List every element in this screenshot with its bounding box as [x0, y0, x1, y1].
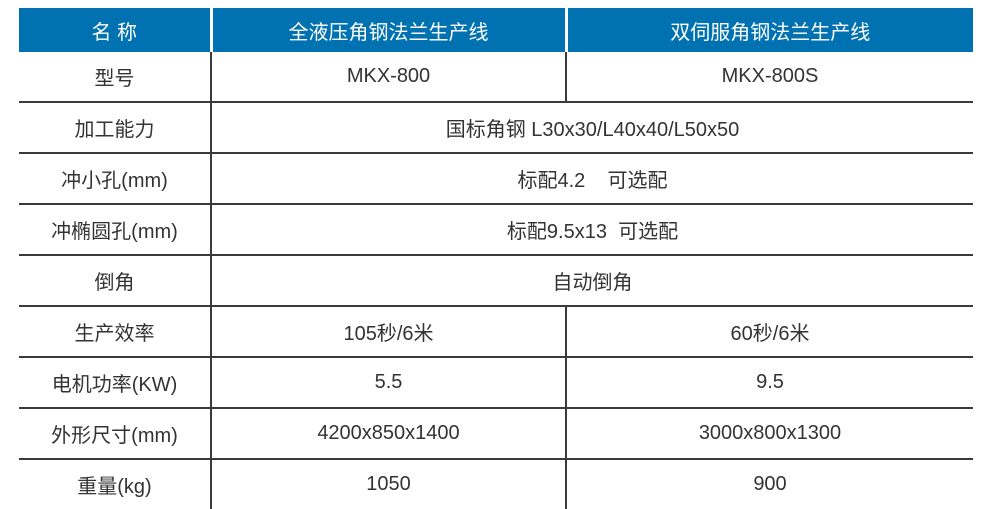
row-value-col3: 3000x800x1300 — [566, 408, 973, 460]
row-small-hole: 冲小孔(mm) 标配4.2 可选配 — [19, 153, 973, 205]
spec-table: 名 称 全液压角钢法兰生产线 双伺服角钢法兰生产线 型号 MKX-800 MKX… — [19, 8, 973, 509]
row-label: 生产效率 — [19, 306, 212, 358]
row-value-col2: 4200x850x1400 — [211, 408, 567, 460]
header-cell-name: 名 称 — [19, 8, 211, 52]
row-label: 重量(kg) — [19, 459, 212, 509]
row-label: 倒角 — [19, 255, 212, 307]
row-capacity: 加工能力 国标角钢 L30x30/L40x40/L50x50 — [19, 102, 973, 154]
row-label: 外形尺寸(mm) — [19, 408, 212, 460]
row-weight: 重量(kg) 1050 900 — [19, 459, 973, 509]
row-value-col2: 5.5 — [211, 357, 567, 409]
row-value-merged: 自动倒角 — [211, 255, 973, 307]
row-oval-hole: 冲椭圆孔(mm) 标配9.5x13 可选配 — [19, 204, 973, 256]
row-label: 型号 — [19, 52, 212, 103]
row-value-merged: 标配9.5x13 可选配 — [211, 204, 973, 256]
row-value-col2: 1050 — [211, 459, 567, 509]
row-value-col2: 105秒/6米 — [211, 306, 567, 358]
row-label: 冲小孔(mm) — [19, 153, 212, 205]
row-label: 加工能力 — [19, 102, 212, 154]
row-motor-power: 电机功率(KW) 5.5 9.5 — [19, 357, 973, 409]
row-value-col2: MKX-800 — [211, 52, 567, 103]
row-chamfer: 倒角 自动倒角 — [19, 255, 973, 307]
row-label: 电机功率(KW) — [19, 357, 212, 409]
row-value-merged: 标配4.2 可选配 — [211, 153, 973, 205]
row-model: 型号 MKX-800 MKX-800S — [19, 52, 973, 103]
row-value-col3: 60秒/6米 — [566, 306, 973, 358]
header-cell-product2: 双伺服角钢法兰生产线 — [564, 8, 973, 52]
header-row: 名 称 全液压角钢法兰生产线 双伺服角钢法兰生产线 — [19, 8, 973, 52]
row-value-merged: 国标角钢 L30x30/L40x40/L50x50 — [211, 102, 973, 154]
row-efficiency: 生产效率 105秒/6米 60秒/6米 — [19, 306, 973, 358]
row-value-col3: 9.5 — [566, 357, 973, 409]
row-value-col3: 900 — [566, 459, 973, 509]
header-cell-product1: 全液压角钢法兰生产线 — [209, 8, 566, 52]
row-value-col3: MKX-800S — [566, 52, 973, 103]
row-dimensions: 外形尺寸(mm) 4200x850x1400 3000x800x1300 — [19, 408, 973, 460]
row-label: 冲椭圆孔(mm) — [19, 204, 212, 256]
